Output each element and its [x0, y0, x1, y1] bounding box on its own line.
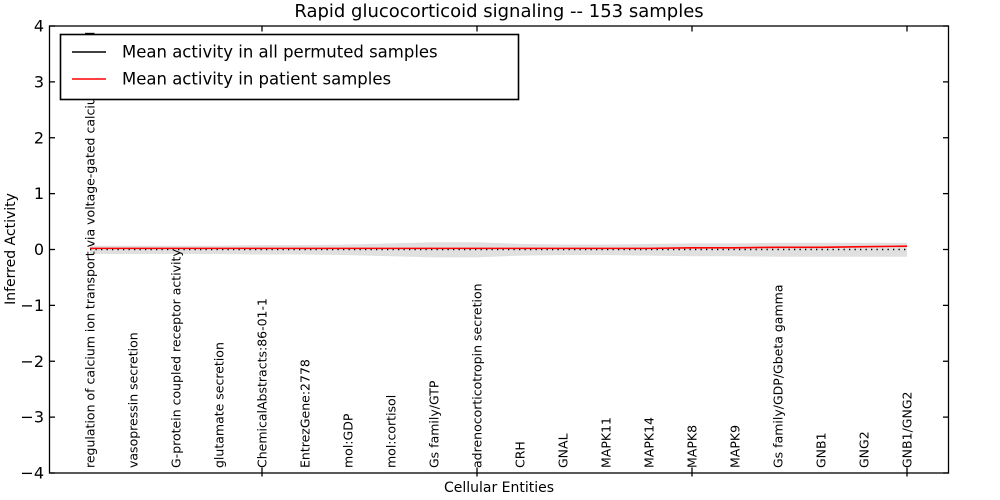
series-line-patient: [90, 245, 908, 250]
chart-title: Rapid glucocorticoid signaling -- 153 sa…: [294, 1, 703, 22]
x-tick-labels: regulation of calcium ion transport via …: [83, 32, 915, 468]
x-tick-label: MAPK8: [685, 425, 700, 468]
y-tick-labels: −4 −3 −2 −1 0 1 2 3 4: [20, 17, 44, 483]
confidence-band: [90, 242, 907, 258]
x-tick-label: vasopressin secretion: [126, 332, 141, 468]
x-tick-label: mol:GDP: [341, 413, 356, 468]
x-tick-label: GNG2: [857, 431, 872, 468]
x-tick-label: MAPK11: [599, 417, 614, 468]
y-tick-label: 3: [34, 72, 44, 91]
x-tick-label: Gs family/GTP: [427, 380, 442, 468]
x-tick-label: GNAL: [556, 433, 571, 468]
y-tick-label: 0: [34, 240, 44, 259]
y-tick-label: 2: [34, 128, 44, 147]
x-tick-label: adrenocorticotropin secretion: [470, 283, 485, 468]
ticks-layer: [49, 25, 949, 477]
x-tick-label: Gs family/GDP/Gbeta gamma: [771, 285, 786, 468]
x-tick-label: GNB1/GNG2: [900, 392, 915, 468]
x-tick-label: GNB1: [814, 432, 829, 468]
confidence-band-layer: [90, 242, 907, 258]
x-axis-label: Cellular Entities: [444, 480, 554, 496]
series-layer: [90, 245, 908, 251]
x-tick-label: EntrezGene:2778: [298, 359, 313, 468]
legend: Mean activity in all permuted samples Me…: [59, 33, 520, 101]
y-tick-label: 4: [34, 17, 44, 36]
y-tick-label: −1: [20, 296, 44, 315]
x-tick-label: MAPK9: [728, 425, 743, 468]
y-tick-label: 1: [34, 184, 44, 203]
x-tick-label: mol:cortisol: [384, 395, 399, 468]
y-tick-label: −3: [20, 408, 44, 427]
x-tick-label: glutamate secretion: [212, 342, 227, 468]
legend-label-permuted: Mean activity in all permuted samples: [122, 43, 438, 62]
y-tick-label: −4: [20, 464, 44, 483]
x-tick-label: regulation of calcium ion transport via …: [83, 32, 98, 468]
x-tick-label: MAPK14: [642, 417, 657, 468]
y-axis-label: Inferred Activity: [3, 193, 19, 305]
legend-box: [59, 33, 520, 101]
x-tick-label: G-protein coupled receptor activity: [169, 249, 184, 468]
x-tick-label: ChemicalAbstracts:86-01-1: [255, 298, 270, 468]
legend-label-patient: Mean activity in patient samples: [122, 70, 391, 89]
y-tick-label: −2: [20, 352, 44, 371]
x-tick-label: CRH: [513, 441, 528, 468]
